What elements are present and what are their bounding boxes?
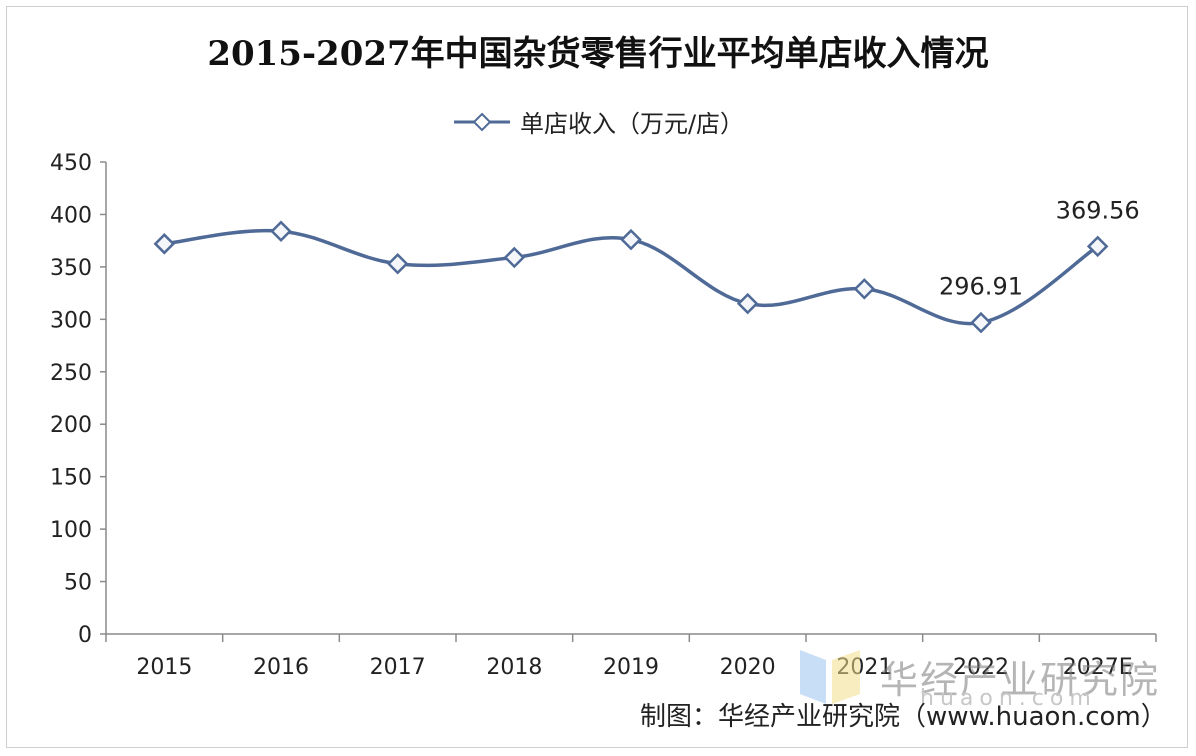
y-axis-ticks: 0 50 100 150 200 250 300 350 400 450 [50,151,106,648]
x-tick-label: 2019 [603,655,659,680]
y-tick-label: 200 [50,413,92,438]
x-axis-ticks: 2015 2016 2017 2018 2019 2020 2021 2022 2027E [105,634,1157,680]
data-point [270,220,292,242]
data-point [386,252,409,275]
x-tick-label: 2022 [953,655,1009,680]
watermark-name: 华经产业研究院 [880,657,1161,702]
legend-label: 单店收入（万元/店） [519,110,745,138]
x-tick-label: 2020 [720,655,776,680]
y-tick-label: 400 [50,203,92,228]
x-tick-label: 2017 [370,655,426,680]
data-label: 369.56 [1056,196,1140,224]
y-tick-label: 100 [50,518,92,543]
data-point [153,233,176,255]
data-point [620,228,642,251]
y-tick-label: 150 [50,466,92,491]
x-tick-label: 2027E [1063,655,1133,680]
axes [105,162,1156,635]
y-tick-label: 0 [78,623,92,648]
chart-title: 2015-2027年中国杂货零售行业平均单店收入情况 [207,34,989,74]
data-labels: 296.91 369.56 [939,196,1140,300]
source-credit: 制图：华经产业研究院（www.huaon.com） [640,702,1167,732]
data-point [853,278,876,300]
data-point [736,292,759,315]
x-tick-label: 2018 [486,655,542,680]
data-point [503,246,526,269]
data-point [970,311,992,334]
watermark-url: huaon.com [920,686,1097,711]
x-tick-label: 2016 [253,655,309,680]
y-tick-label: 250 [50,361,92,386]
legend-marker-icon [453,112,510,131]
watermark-logo-icon [800,650,860,704]
data-point [1086,235,1109,258]
data-points [153,220,1109,334]
legend: 单店收入（万元/店） [0,104,1196,139]
y-tick-label: 50 [64,571,92,596]
y-tick-label: 300 [50,308,92,333]
watermark: 华经产业研究院 huaon.com [800,646,1161,711]
y-tick-label: 350 [50,256,92,281]
chart-frame [6,6,1188,748]
data-label: 296.91 [939,273,1023,301]
x-tick-label: 2015 [136,655,192,680]
y-tick-label: 450 [50,151,92,176]
